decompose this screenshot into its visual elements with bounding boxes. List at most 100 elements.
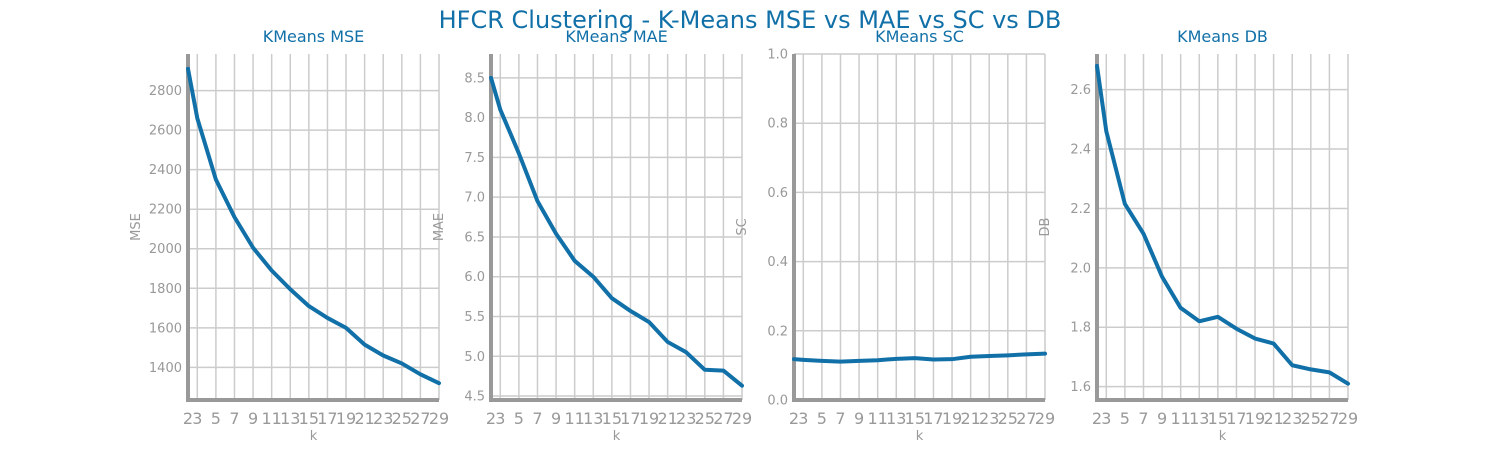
data-point xyxy=(1197,319,1201,323)
data-point xyxy=(325,316,329,320)
data-point xyxy=(1290,363,1294,367)
data-point xyxy=(489,76,493,80)
x-tick-label: 3 xyxy=(192,409,202,428)
y-axis-label: DB xyxy=(1038,218,1053,237)
data-point xyxy=(591,275,595,279)
x-tick-label: 29 xyxy=(1035,409,1055,428)
data-point xyxy=(647,320,651,324)
data-point xyxy=(1327,370,1331,374)
data-point xyxy=(969,355,973,359)
data-point xyxy=(1104,129,1108,133)
chart-panel-4: 1.61.82.02.22.42.62 3 5 7 9 11131517192123252… xyxy=(1038,27,1358,444)
x-tick-label: 9 xyxy=(248,409,258,428)
y-tick-label: 1.6 xyxy=(1070,380,1091,395)
x-tick-label: 19 xyxy=(336,409,356,428)
y-tick-label: 2.2 xyxy=(1070,202,1091,217)
data-point xyxy=(1253,337,1257,341)
x-tick-label: 25 xyxy=(695,409,715,428)
y-axis-label: MSE xyxy=(129,213,144,241)
chart-panel-2: 4.55.05.56.06.57.07.58.08.52 3 5 7 9 11131517… xyxy=(432,27,752,444)
y-tick-label: 2600 xyxy=(149,124,182,139)
series-line xyxy=(792,351,1047,364)
data-point xyxy=(876,358,880,362)
x-axis-label: k xyxy=(613,429,621,444)
x-tick-label: 27 xyxy=(1319,409,1339,428)
x-tick-label: 13 xyxy=(886,409,906,428)
data-point xyxy=(987,354,991,358)
data-point xyxy=(535,199,539,203)
data-point xyxy=(610,296,614,300)
data-point xyxy=(931,358,935,362)
y-tick-label: 7.0 xyxy=(464,191,485,206)
y-tick-label: 2.0 xyxy=(1070,261,1091,276)
data-point xyxy=(288,287,292,291)
x-tick-label: 21 xyxy=(657,409,677,428)
data-point xyxy=(1006,353,1010,357)
y-tick-label: 1.0 xyxy=(767,48,788,63)
x-tick-label: 7 xyxy=(835,409,845,428)
x-tick-label: 29 xyxy=(732,409,752,428)
x-tick-label: 7 xyxy=(532,409,542,428)
x-tick-label: 11 xyxy=(1170,409,1190,428)
x-tick-label: 23 xyxy=(979,409,999,428)
y-tick-label: 1600 xyxy=(149,321,182,336)
x-tick-label: 2 xyxy=(486,409,496,428)
data-point xyxy=(721,369,725,373)
data-point xyxy=(894,357,898,361)
y-tick-label: 0.2 xyxy=(767,324,788,339)
x-axis-label: k xyxy=(1219,429,1227,444)
data-point xyxy=(363,343,367,347)
data-point xyxy=(950,357,954,361)
x-tick-label: 3 xyxy=(495,409,505,428)
data-point xyxy=(1160,275,1164,279)
x-tick-label: 5 xyxy=(514,409,524,428)
x-tick-label: 13 xyxy=(583,409,603,428)
data-point xyxy=(792,357,796,361)
x-tick-label: 13 xyxy=(1189,409,1209,428)
data-point xyxy=(838,360,842,364)
chart-panel-3: 0.00.20.40.60.81.02 3 5 7 9 11131517192123252… xyxy=(735,27,1055,444)
y-tick-label: 2200 xyxy=(149,203,182,218)
series-line xyxy=(186,66,441,386)
data-point xyxy=(1043,352,1047,356)
data-point xyxy=(1234,327,1238,331)
y-tick-label: 2800 xyxy=(149,84,182,99)
x-tick-label: 29 xyxy=(1338,409,1358,428)
data-point xyxy=(1141,232,1145,236)
x-tick-label: 15 xyxy=(602,409,622,428)
x-tick-label: 7 xyxy=(229,409,239,428)
x-tick-label: 7 xyxy=(1138,409,1148,428)
x-tick-label: 25 xyxy=(998,409,1018,428)
x-axis-label: k xyxy=(916,429,924,444)
x-tick-label: 5 xyxy=(211,409,221,428)
data-point xyxy=(344,326,348,330)
x-tick-label: 17 xyxy=(317,409,337,428)
x-tick-label: 23 xyxy=(676,409,696,428)
y-tick-label: 4.5 xyxy=(464,390,485,405)
x-tick-label: 21 xyxy=(960,409,980,428)
x-tick-label: 27 xyxy=(1016,409,1036,428)
data-point xyxy=(666,340,670,344)
x-tick-label: 2 xyxy=(789,409,799,428)
data-point xyxy=(1024,352,1028,356)
data-point xyxy=(684,350,688,354)
x-tick-label: 23 xyxy=(373,409,393,428)
x-tick-label: 3 xyxy=(798,409,808,428)
y-tick-label: 1800 xyxy=(149,282,182,297)
panel-title: KMeans SC xyxy=(875,27,964,46)
x-tick-label: 3 xyxy=(1101,409,1111,428)
x-tick-label: 19 xyxy=(942,409,962,428)
y-tick-label: 2.6 xyxy=(1070,83,1091,98)
data-point xyxy=(307,304,311,308)
data-point xyxy=(1216,315,1220,319)
series-line xyxy=(489,75,744,388)
y-tick-label: 8.5 xyxy=(464,71,485,86)
y-axis-label: SC xyxy=(735,218,750,235)
panel-title: KMeans MAE xyxy=(565,27,667,46)
data-point xyxy=(1309,367,1313,371)
data-point xyxy=(554,232,558,236)
data-point xyxy=(913,356,917,360)
x-tick-label: 2 xyxy=(1092,409,1102,428)
y-tick-label: 1.8 xyxy=(1070,321,1091,336)
